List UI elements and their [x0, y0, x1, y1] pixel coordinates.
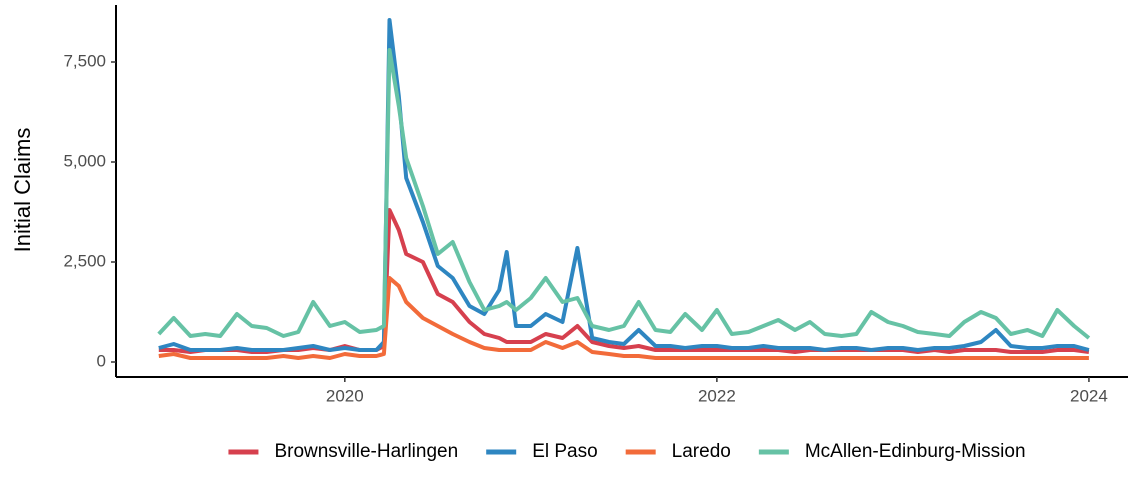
x-tick-label: 2022: [698, 386, 736, 405]
y-tick-label: 5,000: [63, 151, 106, 170]
series-line: [157, 48, 1091, 340]
legend-label: El Paso: [532, 441, 597, 462]
x-tick-label: 2020: [326, 386, 364, 405]
y-axis-label: Initial Claims: [10, 128, 35, 253]
y-tick-label: 7,500: [63, 51, 106, 70]
series-line: [158, 18, 1090, 352]
y-tick-label: 2,500: [63, 251, 106, 270]
legend-label: Brownsville-Harlingen: [274, 441, 458, 462]
legend-label: Laredo: [672, 441, 731, 462]
legend-label: McAllen-Edinburg-Mission: [805, 441, 1026, 462]
y-tick-label: 0: [97, 351, 106, 370]
x-tick-label: 2024: [1070, 386, 1108, 405]
series-line: [158, 276, 1089, 360]
